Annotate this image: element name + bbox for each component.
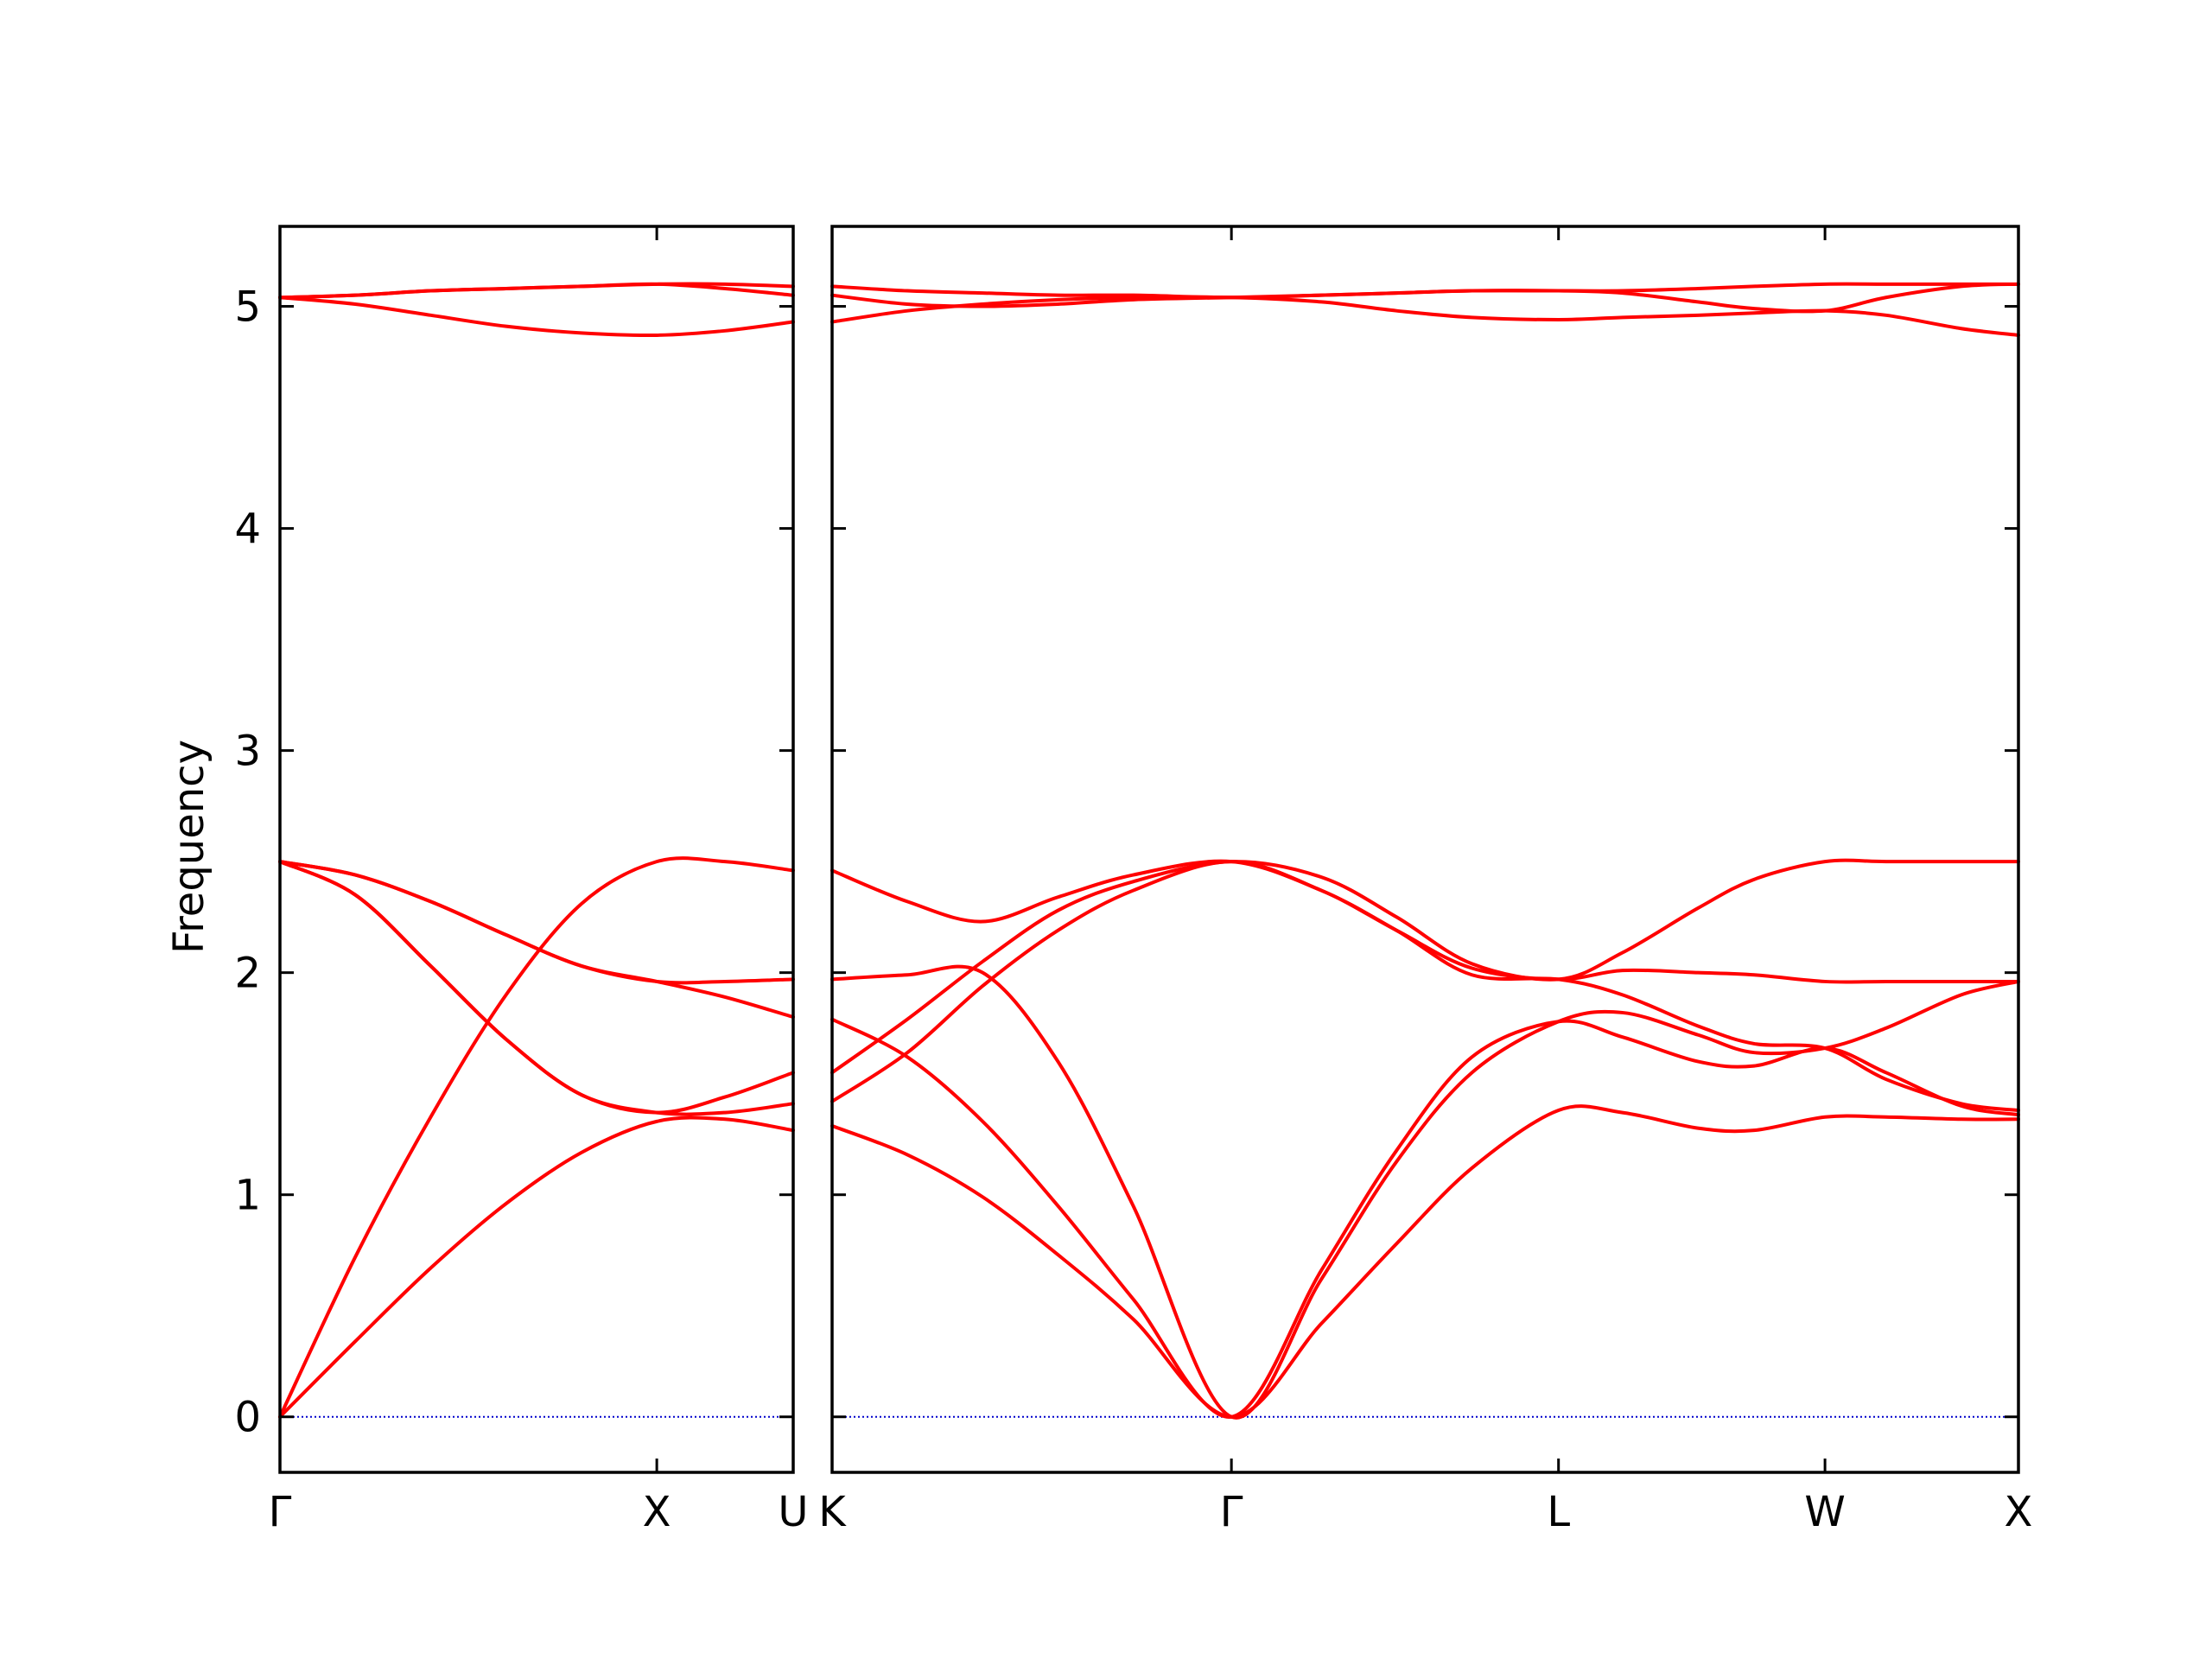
band-line-1	[278, 1116, 795, 1419]
y-tick-label: 0	[234, 1394, 261, 1442]
x-tick-label: W	[1804, 1488, 1845, 1536]
x-tick-label: U	[778, 1488, 808, 1536]
x-tick-label: Γ	[269, 1488, 292, 1536]
panel-frame	[830, 225, 2020, 1474]
y-tick-label: 3	[234, 728, 261, 776]
x-tick-label: Γ	[1220, 1488, 1243, 1536]
band-line-5	[278, 860, 795, 1020]
band-line-6	[278, 860, 795, 1115]
band-line-1	[830, 1104, 2020, 1419]
band-line-9	[830, 282, 2020, 314]
y-axis-label: Frequency	[165, 740, 213, 954]
x-tick-label: K	[818, 1488, 847, 1536]
y-tick-label: 2	[234, 950, 261, 998]
x-tick-label: X	[2005, 1488, 2033, 1536]
y-tick-label: 1	[234, 1172, 261, 1220]
band-line-9	[278, 282, 795, 300]
x-tick-label: X	[643, 1488, 671, 1536]
band-line-4	[830, 860, 2020, 1103]
band-line-2	[278, 856, 795, 1419]
band-line-5	[830, 858, 2020, 1075]
y-tick-labels: 0 1 2 3 4 5	[234, 283, 261, 1442]
panel-frame	[278, 225, 795, 1474]
y-tick-label: 5	[234, 283, 261, 332]
band-line-7	[278, 296, 795, 338]
x-tick-label: L	[1547, 1488, 1570, 1536]
band-line-6	[830, 859, 2020, 1113]
y-tick-label: 4	[234, 505, 261, 554]
